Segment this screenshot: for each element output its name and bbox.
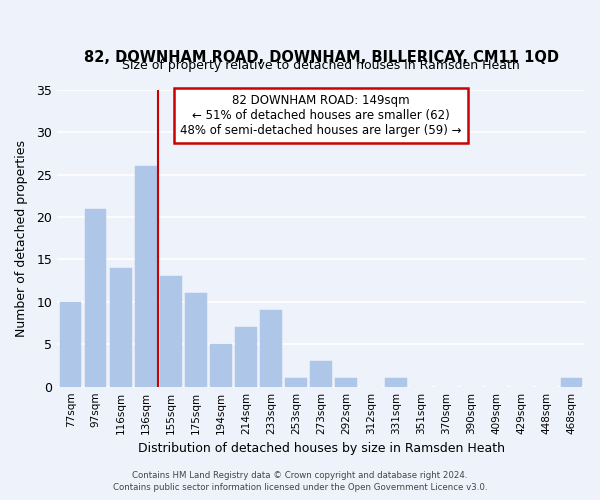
Bar (310, 361, 332, 386)
Text: Size of property relative to detached houses in Ramsden Heath: Size of property relative to detached ho… (122, 59, 520, 72)
Title: 82, DOWNHAM ROAD, DOWNHAM, BILLERICAY, CM11 1QD: 82, DOWNHAM ROAD, DOWNHAM, BILLERICAY, C… (83, 50, 559, 65)
Bar (160, 276, 182, 386)
Text: 82 DOWNHAM ROAD: 149sqm
← 51% of detached houses are smaller (62)
48% of semi-de: 82 DOWNHAM ROAD: 149sqm ← 51% of detache… (180, 94, 462, 137)
Bar (260, 310, 281, 386)
Text: Contains HM Land Registry data © Crown copyright and database right 2024.
Contai: Contains HM Land Registry data © Crown c… (113, 471, 487, 492)
Bar (286, 378, 307, 386)
Bar (110, 268, 131, 386)
Bar (335, 378, 356, 386)
Bar (211, 344, 232, 387)
Y-axis label: Number of detached properties: Number of detached properties (15, 140, 28, 336)
Bar (85, 208, 106, 386)
Bar (185, 294, 206, 386)
Bar (235, 328, 257, 386)
X-axis label: Distribution of detached houses by size in Ramsden Heath: Distribution of detached houses by size … (137, 442, 505, 455)
Bar (60, 302, 82, 386)
Bar (385, 378, 407, 386)
Bar (560, 378, 582, 386)
Bar (135, 166, 157, 386)
